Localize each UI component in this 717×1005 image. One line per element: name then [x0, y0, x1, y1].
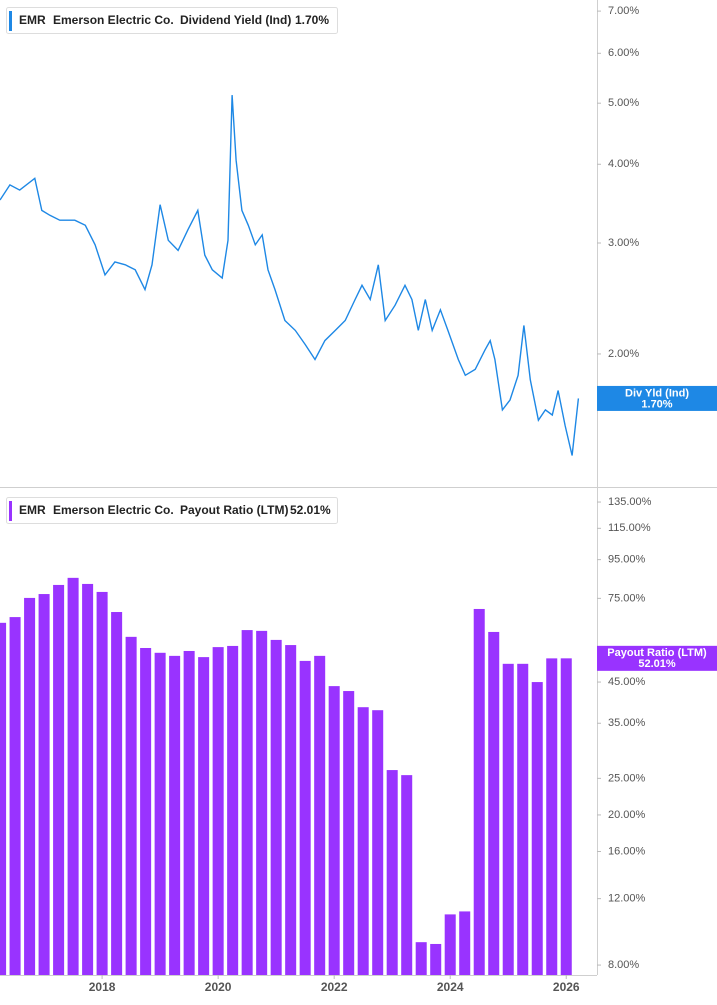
legend-company: Emerson Electric Co. — [53, 13, 174, 27]
bar — [140, 647, 152, 975]
value-badge — [597, 385, 717, 411]
line — [0, 95, 580, 456]
bar — [372, 710, 384, 975]
y-tick-label: 35.00% — [608, 717, 646, 729]
bar — [357, 707, 369, 975]
bar — [53, 584, 65, 975]
bar — [82, 583, 94, 975]
bar — [502, 663, 514, 975]
bar — [328, 686, 340, 975]
bar — [256, 630, 268, 975]
bar — [125, 636, 137, 975]
legend-box — [6, 7, 338, 34]
bar — [299, 660, 311, 975]
bar — [154, 652, 166, 975]
y-tick-label: 3.00% — [608, 237, 639, 249]
y-tick-label: 75.00% — [608, 592, 646, 604]
bar — [111, 612, 123, 975]
bar — [212, 647, 224, 975]
bar — [415, 942, 427, 975]
badge-label: Payout Ratio (LTM) — [607, 647, 707, 659]
bar — [183, 650, 195, 975]
y-tick-label: 95.00% — [608, 554, 646, 566]
bar — [24, 597, 36, 975]
legend-value: 1.70% — [295, 13, 329, 27]
bar — [198, 657, 210, 975]
y-tick-label: 135.00% — [608, 496, 652, 508]
bar — [444, 914, 456, 975]
x-tick-label: 2020 — [205, 980, 232, 994]
bar — [9, 617, 21, 975]
bar — [38, 594, 50, 975]
x-tick-label: 2026 — [553, 980, 580, 994]
bar — [285, 645, 297, 975]
x-tick-label: 2018 — [89, 980, 116, 994]
bar — [560, 658, 572, 975]
bar — [459, 911, 471, 975]
y-tick-label: 45.00% — [608, 676, 646, 688]
bar — [401, 775, 413, 975]
y-tick-label: 2.00% — [608, 348, 639, 360]
y-tick-label: 25.00% — [608, 772, 646, 784]
y-tick-label: 5.00% — [608, 97, 639, 109]
badge-value: 1.70% — [641, 398, 672, 410]
y-tick-label: 4.00% — [608, 158, 639, 170]
legend-series: Payout Ratio (LTM) — [180, 503, 288, 517]
bar — [430, 943, 442, 975]
bar — [473, 608, 485, 975]
bar — [67, 577, 79, 975]
bar — [488, 631, 500, 975]
value-badge — [597, 645, 717, 671]
y-tick-label: 7.00% — [608, 5, 639, 17]
legend-value: 52.01% — [290, 503, 331, 517]
bar — [96, 591, 108, 975]
bar — [517, 663, 529, 975]
bar — [343, 691, 355, 975]
legend-company: Emerson Electric Co. — [53, 503, 174, 517]
bar — [314, 655, 326, 975]
x-tick-label: 2024 — [437, 980, 464, 994]
bar — [0, 622, 7, 975]
y-tick-label: 8.00% — [608, 959, 639, 971]
legend-swatch — [9, 11, 12, 31]
bar — [169, 655, 181, 975]
legend-swatch — [9, 501, 12, 521]
legend-ticker: EMR — [19, 503, 46, 517]
x-tick-label: 2022 — [321, 980, 348, 994]
bar — [241, 630, 253, 975]
bar — [386, 770, 398, 975]
y-tick-label: 20.00% — [608, 809, 646, 821]
bar — [531, 682, 543, 975]
bar — [227, 645, 239, 975]
y-tick-label: 12.00% — [608, 893, 646, 905]
y-tick-label: 115.00% — [608, 522, 651, 534]
bar — [270, 639, 282, 975]
y-tick-label: 6.00% — [608, 47, 639, 59]
legend-ticker: EMR — [19, 13, 46, 27]
y-tick-label: 16.00% — [608, 845, 646, 857]
legend-box — [6, 497, 338, 524]
badge-label: Div Yld (Ind) — [625, 387, 689, 399]
bar — [546, 658, 558, 975]
badge-value: 52.01% — [638, 658, 676, 670]
legend-series: Dividend Yield (Ind) — [180, 13, 291, 27]
